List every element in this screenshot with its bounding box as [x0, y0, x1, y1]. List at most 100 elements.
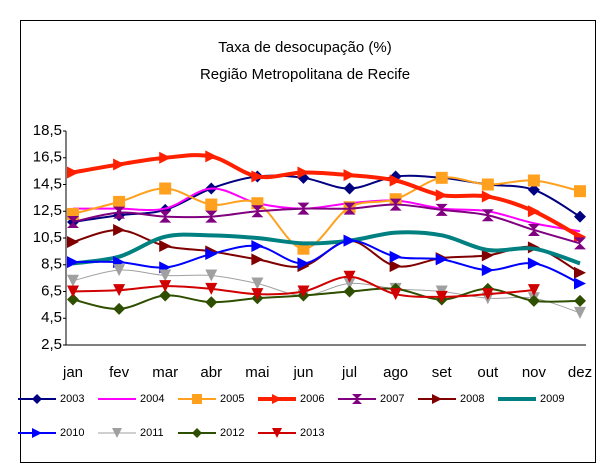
legend-marker — [272, 394, 282, 404]
data-point — [297, 202, 310, 215]
x-tick-label: out — [477, 364, 499, 381]
data-point — [67, 215, 79, 228]
data-point — [113, 284, 126, 297]
y-tick-label: 4,5 — [41, 309, 62, 326]
data-point — [435, 253, 448, 266]
data-point — [251, 240, 264, 253]
data-point — [113, 302, 126, 315]
x-tick-label: jul — [341, 364, 357, 381]
x-tick-label: jan — [62, 364, 83, 381]
data-point — [343, 277, 356, 290]
y-tick-label: 14,5 — [33, 175, 62, 192]
data-point — [205, 210, 218, 223]
series-line — [72, 187, 581, 233]
data-point — [435, 203, 448, 216]
data-point — [159, 151, 172, 164]
x-tick-label: mai — [245, 364, 269, 381]
data-point — [574, 237, 586, 250]
data-point — [113, 264, 126, 277]
y-tick-label: 16,5 — [33, 149, 62, 166]
legend-label: 2009 — [540, 393, 564, 405]
data-point — [527, 183, 540, 196]
data-point — [67, 293, 79, 306]
data-point — [159, 210, 172, 223]
data-point — [67, 285, 79, 298]
data-point — [574, 266, 586, 279]
data-point — [251, 253, 264, 266]
data-point — [205, 269, 218, 282]
x-tick-label: abr — [200, 364, 222, 381]
legend-marker — [112, 428, 122, 438]
data-point — [113, 223, 126, 236]
data-point — [527, 294, 540, 307]
data-point — [343, 270, 356, 283]
y-tick-label: 2,5 — [41, 336, 62, 353]
data-point — [389, 250, 402, 263]
x-tick-label: fev — [109, 364, 130, 381]
legend-marker — [192, 394, 202, 404]
data-point — [297, 166, 310, 179]
data-point — [435, 171, 448, 184]
data-point — [343, 182, 356, 195]
data-point — [343, 234, 356, 247]
series-line — [72, 230, 581, 266]
legend-label: 2006 — [300, 393, 324, 405]
data-point — [435, 290, 448, 303]
data-point — [389, 288, 402, 301]
legend-marker — [432, 394, 442, 404]
chart-subtitle: Região Metropolitana de Recife — [200, 66, 410, 83]
legend-label: 2011 — [140, 427, 164, 439]
data-point — [297, 257, 310, 270]
data-point — [574, 306, 586, 319]
data-point — [435, 189, 448, 202]
data-point — [205, 248, 218, 261]
legend-label: 2008 — [460, 393, 484, 405]
data-point — [67, 236, 79, 249]
data-point — [205, 198, 218, 211]
data-point — [527, 257, 540, 270]
data-point — [251, 205, 264, 218]
legend-label: 2010 — [60, 427, 84, 439]
legend-label: 2003 — [60, 393, 84, 405]
legend-label: 2005 — [220, 393, 244, 405]
data-point — [251, 288, 264, 301]
data-point — [113, 195, 126, 208]
data-point — [67, 256, 79, 269]
data-point — [389, 198, 402, 211]
legend-marker — [32, 394, 42, 404]
x-tick-label: set — [432, 364, 453, 381]
data-point — [527, 174, 540, 187]
data-point — [159, 269, 172, 282]
legend-marker — [192, 428, 202, 438]
data-point — [67, 166, 79, 179]
data-point — [205, 296, 218, 309]
data-point — [481, 288, 494, 301]
data-point — [113, 206, 126, 219]
y-tick-label: 8,5 — [41, 256, 62, 273]
data-point — [159, 240, 172, 253]
x-tick-label: nov — [522, 364, 547, 381]
data-point — [574, 294, 586, 307]
data-point — [205, 282, 218, 295]
data-point — [67, 274, 79, 287]
data-point — [389, 174, 402, 187]
series-line — [72, 269, 581, 314]
data-point — [527, 223, 540, 236]
data-point — [389, 260, 402, 273]
data-point — [297, 242, 310, 255]
x-tick-label: mar — [152, 364, 178, 381]
legend-marker — [272, 428, 282, 438]
data-point — [527, 205, 540, 218]
data-point — [481, 264, 494, 277]
data-point — [481, 209, 494, 222]
data-point — [343, 169, 356, 182]
chart-title: Taxa de desocupação (%) — [218, 39, 391, 56]
legend-marker — [352, 394, 362, 404]
legend-marker — [32, 428, 42, 438]
x-tick-label: ago — [383, 364, 408, 381]
data-point — [574, 185, 586, 198]
data-point — [343, 285, 356, 298]
y-tick-label: 10,5 — [33, 229, 62, 246]
data-point — [574, 277, 586, 290]
